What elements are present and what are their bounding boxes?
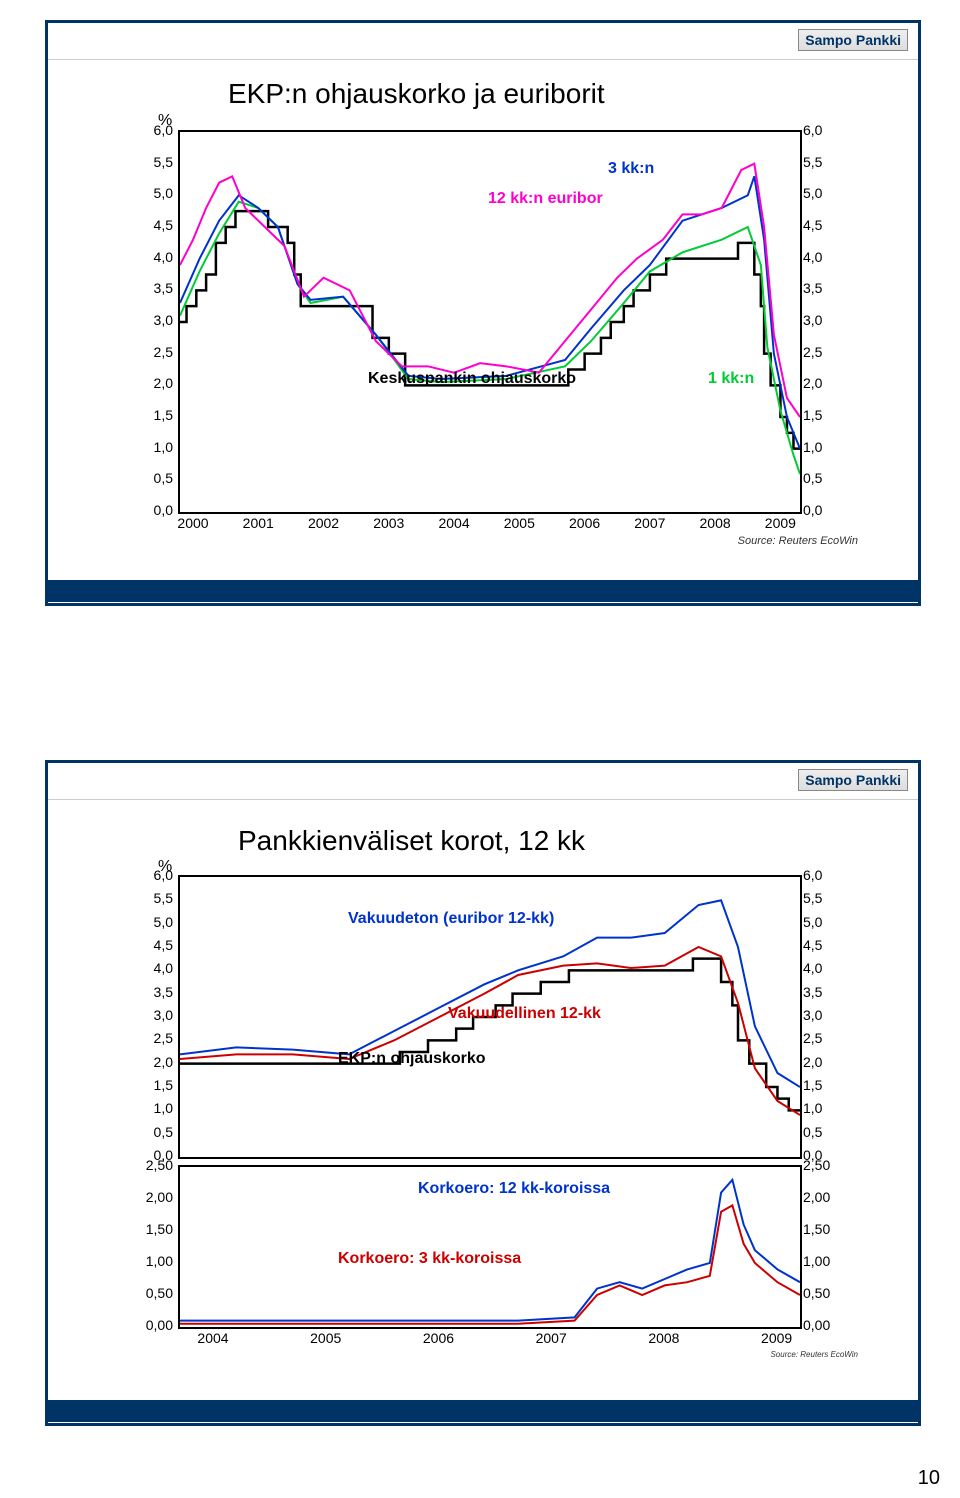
page: Sampo Pankki EKP:n ohjauskorko ja euribo… <box>0 0 960 1498</box>
slide-2-header: Sampo Pankki <box>48 763 918 800</box>
chart2-label-spread12: Korkoero: 12 kk-koroissa <box>418 1180 610 1198</box>
slide-1-header: Sampo Pankki <box>48 23 918 60</box>
chart2-label-spread3: Korkoero: 3 kk-koroissa <box>338 1250 521 1268</box>
slide-1-footer <box>48 580 918 602</box>
chart1-title: EKP:n ohjauskorko ja euriborit <box>228 78 605 110</box>
brand-logo-2: Sampo Pankki <box>798 769 908 791</box>
slide-2-body: Pankkienväliset korot, 12 kk % Vakuudeto… <box>48 800 918 1400</box>
chart1-label-3kk: 3 kk:n <box>608 160 654 178</box>
slide-2-footer <box>48 1400 918 1422</box>
chart1-plot <box>178 130 802 514</box>
chart1-svg <box>180 132 800 512</box>
brand-logo: Sampo Pankki <box>798 29 908 51</box>
chart2-title: Pankkienväliset korot, 12 kk <box>238 825 585 857</box>
chart1-source: Source: Reuters EcoWin <box>738 535 858 547</box>
chart1-label-ecb: Keskuspankin ohjauskorko <box>368 370 576 388</box>
slide-1: Sampo Pankki EKP:n ohjauskorko ja euribo… <box>45 20 921 606</box>
chart1-label-1kk: 1 kk:n <box>708 370 754 388</box>
slide-1-body: EKP:n ohjauskorko ja euriborit % 3 kk:n … <box>48 60 918 580</box>
chart2-source: Source: Reuters EcoWin <box>770 1350 858 1359</box>
page-number: 10 <box>918 1467 940 1490</box>
slide-2: Sampo Pankki Pankkienväliset korot, 12 k… <box>45 760 921 1426</box>
chart2-label-unsecured: Vakuudeton (euribor 12-kk) <box>348 910 554 928</box>
chart2-label-secured: Vakuudellinen 12-kk <box>448 1005 601 1023</box>
chart1-label-12kk: 12 kk:n euribor <box>488 190 603 208</box>
chart2-label-ecb: EKP:n ohjauskorko <box>338 1050 486 1068</box>
